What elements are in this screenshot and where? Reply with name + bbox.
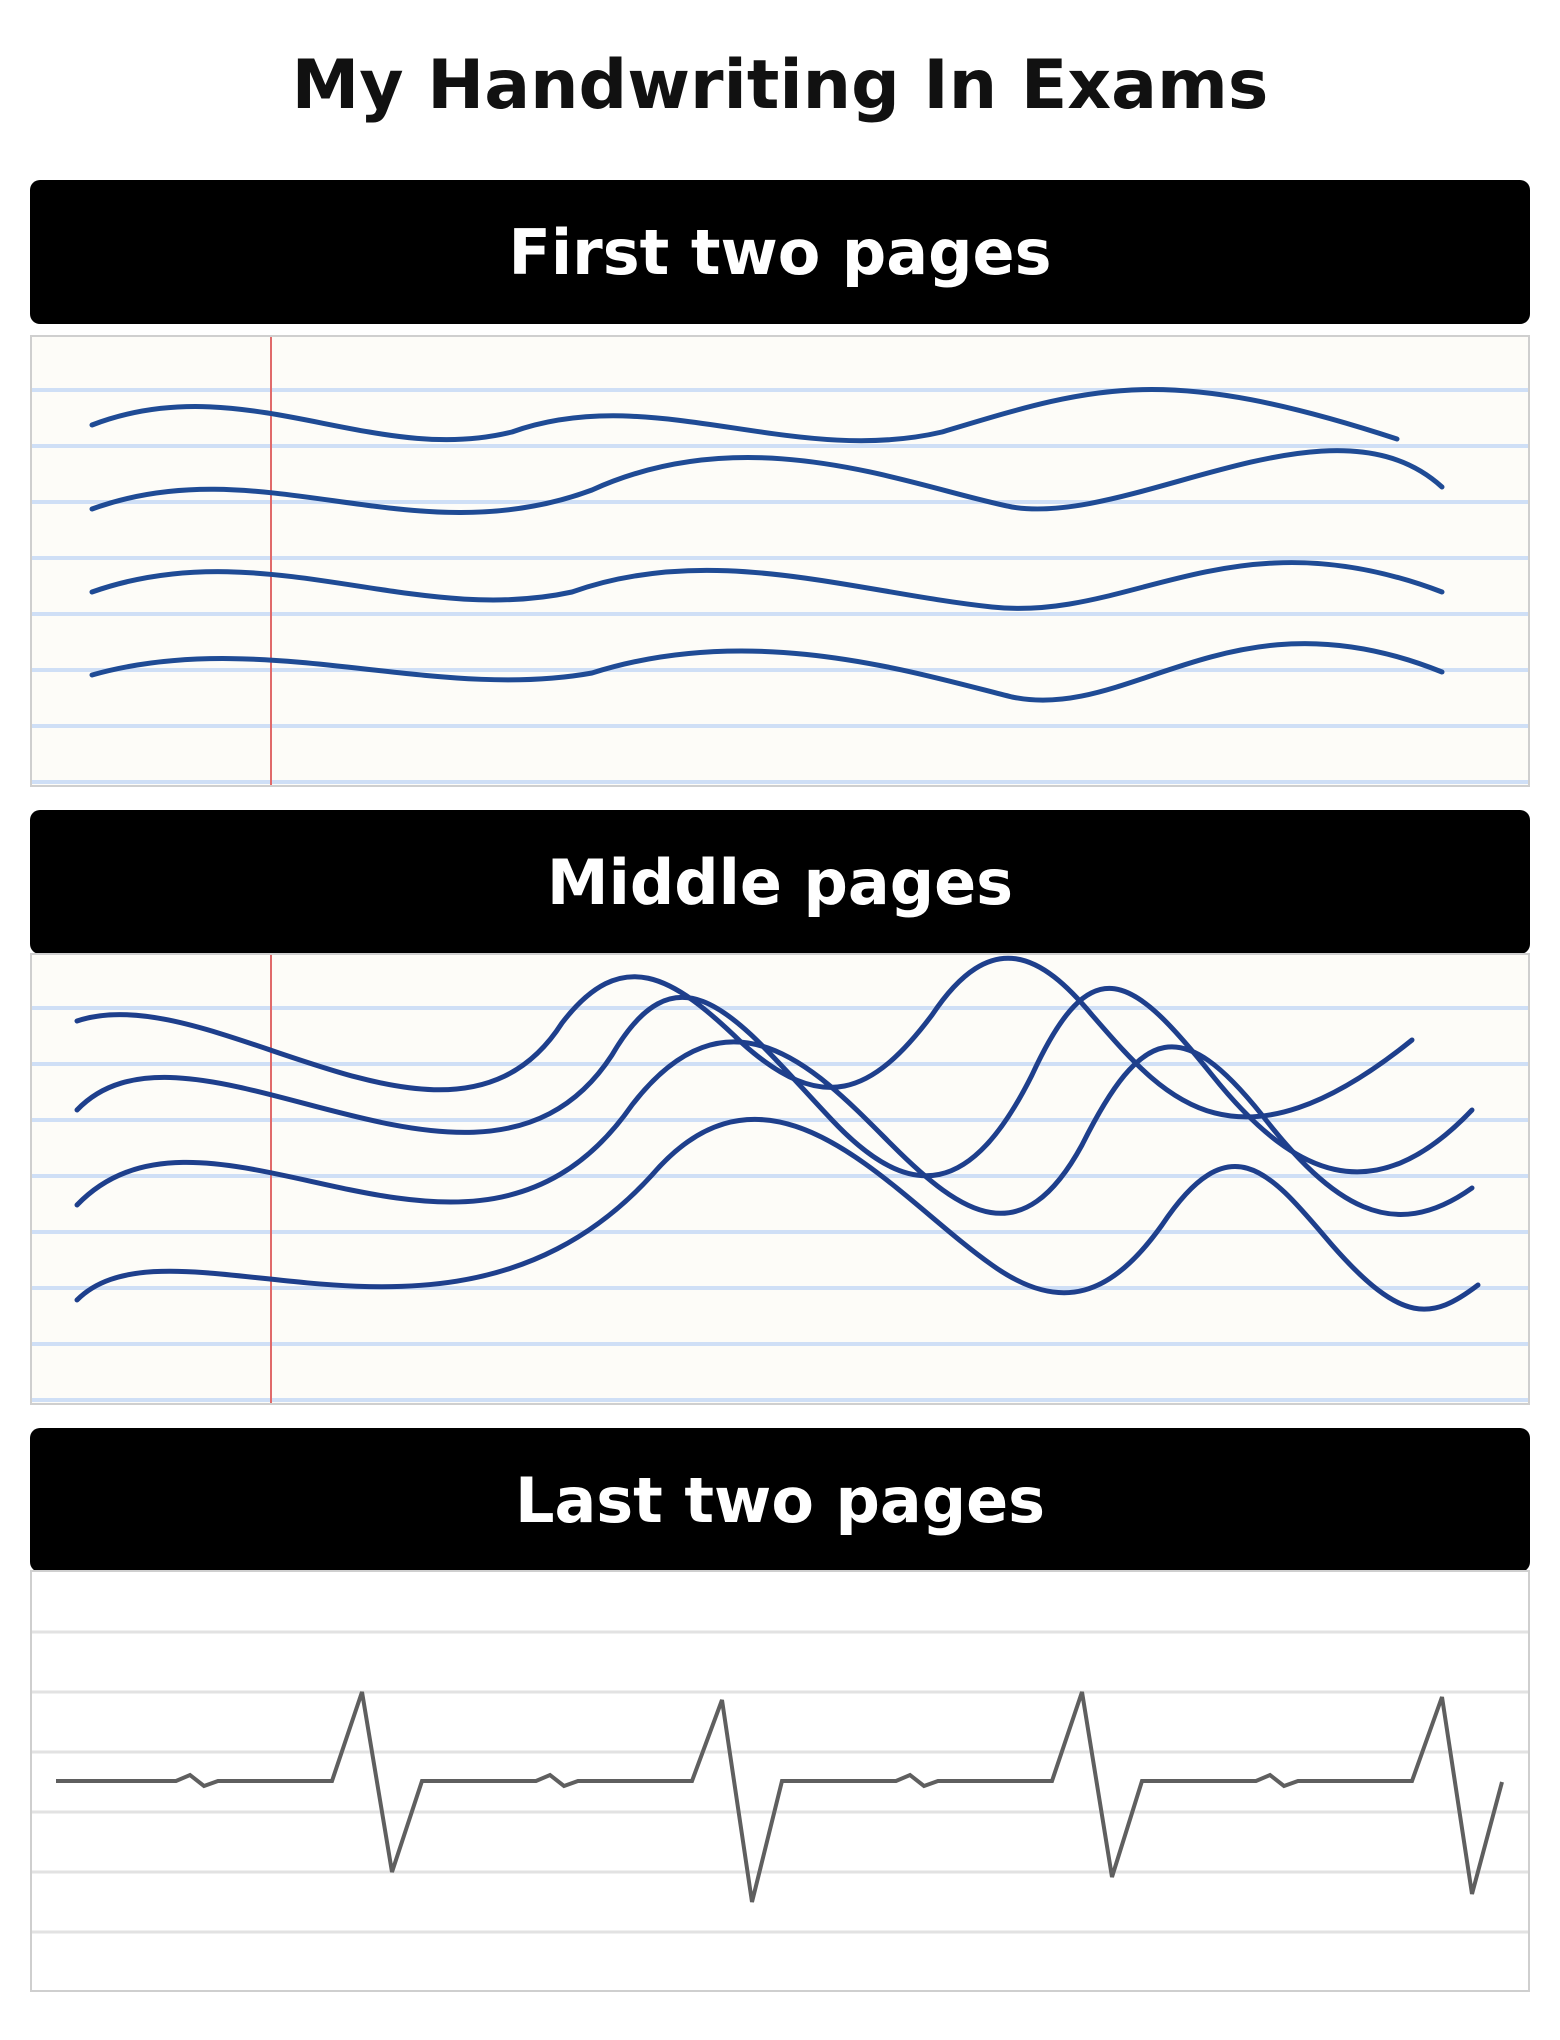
middle-pages-banner: Middle pages (30, 810, 1530, 954)
neat-handwriting-drawing (32, 337, 1528, 785)
ecg-line-drawing (32, 1572, 1528, 1990)
tangled-ink-lines (74, 955, 1481, 1312)
messy-handwriting-drawing (32, 955, 1528, 1403)
heartbeat-line (56, 1691, 1504, 1903)
smooth-ink-lines (89, 387, 1445, 703)
faint-lines (32, 1630, 1528, 1934)
middle-pages-panel (30, 953, 1530, 1405)
last-pages-panel (30, 1570, 1530, 1992)
last-pages-banner: Last two pages (30, 1428, 1530, 1572)
meme-title: My Handwriting In Exams (291, 46, 1269, 125)
ruled-lines (32, 388, 1528, 784)
first-pages-panel (30, 335, 1530, 787)
first-pages-banner: First two pages (30, 180, 1530, 324)
